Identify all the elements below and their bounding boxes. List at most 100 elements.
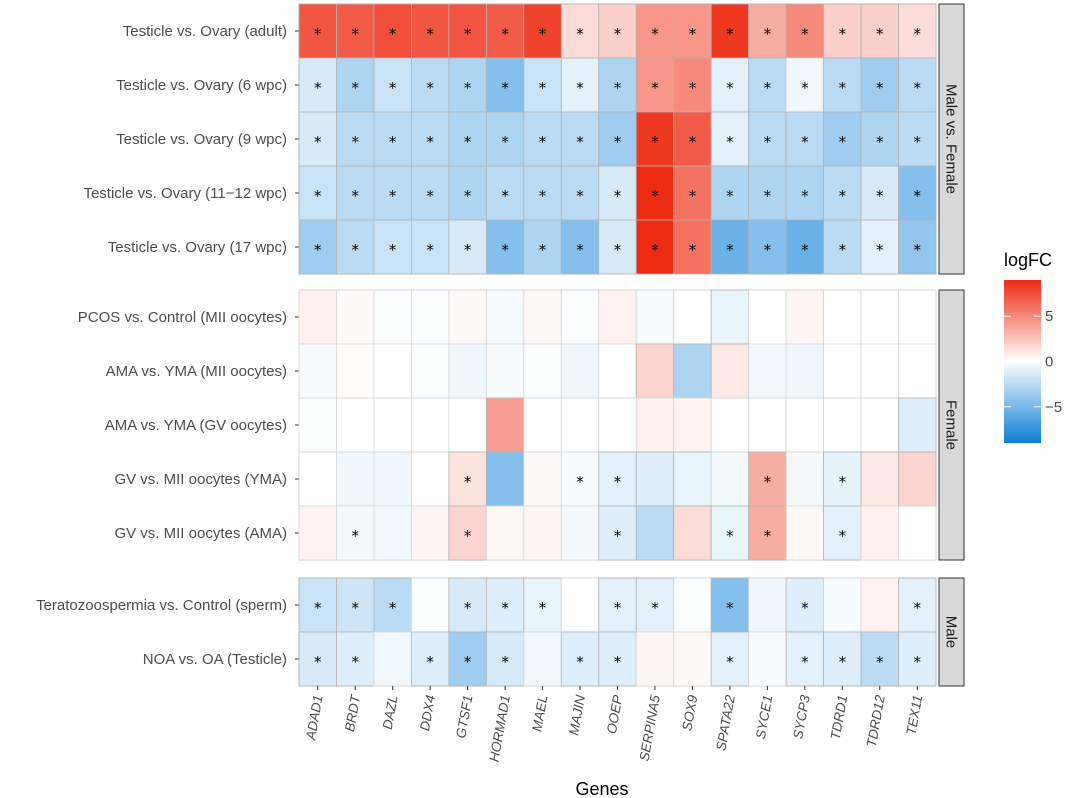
significance-marker: *	[389, 133, 397, 151]
heatmap-cell	[673, 165, 712, 221]
heatmap-cell	[560, 505, 600, 561]
panel-1: PCOS vs. Control (MII oocytes) AMA vs. YM…	[78, 289, 937, 561]
significance-marker: *	[764, 187, 772, 205]
significance-marker: *	[539, 599, 547, 617]
heatmap-cell	[598, 343, 637, 399]
significance-marker: *	[614, 241, 622, 259]
heatmap-cell	[373, 343, 412, 399]
significance-marker: *	[651, 599, 659, 617]
heatmap-cell	[598, 577, 637, 633]
heatmap-cell	[673, 451, 712, 507]
heatmap-cell	[748, 111, 787, 167]
heatmap-cell	[523, 577, 562, 633]
significance-marker: *	[389, 241, 397, 259]
heatmap-cell	[411, 505, 450, 561]
heatmap-cell	[785, 289, 824, 345]
significance-marker: *	[576, 187, 584, 205]
heatmap-cell	[336, 451, 375, 507]
heatmap-cell	[411, 397, 450, 453]
heatmap-cell	[448, 343, 487, 399]
heatmap-cell	[823, 165, 862, 221]
heatmap-cell	[710, 343, 750, 399]
row-label: PCOS vs. Control (MII oocytes)	[78, 309, 287, 326]
significance-marker: *	[839, 25, 847, 43]
significance-marker: *	[914, 187, 922, 205]
heatmap-cell	[373, 397, 412, 453]
heatmap-cell	[635, 3, 675, 59]
heatmap-cell	[748, 577, 787, 633]
heatmap-cell	[298, 505, 337, 561]
row-label: GV vs. MII oocytes (AMA)	[114, 525, 287, 542]
heatmap-cell	[598, 165, 637, 221]
heatmap-cell	[411, 57, 450, 113]
heatmap-cell	[373, 219, 412, 275]
significance-marker: *	[651, 241, 659, 259]
heatmap-cell	[748, 631, 787, 687]
heatmap-cell	[598, 397, 637, 453]
significance-marker: *	[801, 241, 809, 259]
significance-marker: *	[614, 473, 622, 491]
heatmap-cell	[373, 165, 412, 221]
significance-marker: *	[726, 527, 734, 545]
heatmap-cell	[560, 219, 600, 275]
heatmap-cell	[673, 505, 712, 561]
x-axis-title: Genes	[575, 779, 628, 798]
significance-marker: *	[464, 599, 472, 617]
heatmap-cell	[673, 219, 712, 275]
significance-marker: *	[876, 187, 884, 205]
facet-strip-1: Female	[938, 289, 965, 561]
heatmap-cell	[748, 3, 787, 59]
significance-marker: *	[876, 133, 884, 151]
significance-marker: *	[614, 187, 622, 205]
significance-marker: *	[351, 527, 359, 545]
heatmap-cell	[860, 111, 899, 167]
strip-label: Male vs. Female	[943, 84, 960, 194]
significance-marker: *	[389, 599, 397, 617]
heatmap-cell	[823, 631, 862, 687]
significance-marker: *	[764, 79, 772, 97]
heatmap-cell	[336, 3, 375, 59]
legend: logFC 5 0 −5	[1004, 250, 1062, 443]
row-label: AMA vs. YMA (MII oocytes)	[106, 363, 287, 380]
significance-marker: *	[689, 79, 697, 97]
heatmap-cell	[523, 505, 562, 561]
heatmap-cell	[411, 451, 450, 507]
heatmap-cell	[748, 343, 787, 399]
heatmap-cell	[635, 219, 675, 275]
gene-label: SERPINA5	[637, 693, 663, 762]
gene-label: MAJIN	[566, 694, 588, 737]
gene-label: MAEL	[529, 694, 550, 733]
heatmap-panels: Testicle vs. Ovary (adult) * * * * * * * * * * * * * *…	[36, 3, 937, 687]
row-label: AMA vs. YMA (GV oocytes)	[105, 417, 287, 434]
heatmap-cell	[485, 289, 525, 345]
heatmap-cell	[898, 289, 937, 345]
heatmap-cell	[336, 343, 375, 399]
heatmap-cell	[485, 219, 525, 275]
heatmap-cell	[560, 343, 600, 399]
heatmap-cell	[748, 451, 787, 507]
significance-marker: *	[651, 133, 659, 151]
significance-marker: *	[539, 187, 547, 205]
heatmap-cell	[560, 397, 600, 453]
significance-marker: *	[464, 79, 472, 97]
significance-marker: *	[801, 653, 809, 671]
heatmap-cell	[823, 577, 862, 633]
heatmap-cell	[560, 631, 600, 687]
heatmap-cell	[448, 397, 487, 453]
significance-marker: *	[464, 133, 472, 151]
significance-marker: *	[764, 241, 772, 259]
heatmap-cell	[598, 289, 637, 345]
gene-label: TEX11	[903, 694, 925, 736]
heatmap-cell	[785, 57, 824, 113]
heatmap-cell	[411, 343, 450, 399]
heatmap-cell	[635, 631, 675, 687]
row-label: Testicle vs. Ovary (6 wpc)	[116, 77, 287, 94]
heatmap-cell	[523, 219, 562, 275]
heatmap-cell	[373, 577, 412, 633]
heatmap-cell	[448, 289, 487, 345]
heatmap-cell	[785, 3, 824, 59]
heatmap-cell	[560, 289, 600, 345]
strip-background	[938, 3, 965, 275]
heatmap-cell	[785, 397, 824, 453]
heatmap-cell	[673, 631, 712, 687]
